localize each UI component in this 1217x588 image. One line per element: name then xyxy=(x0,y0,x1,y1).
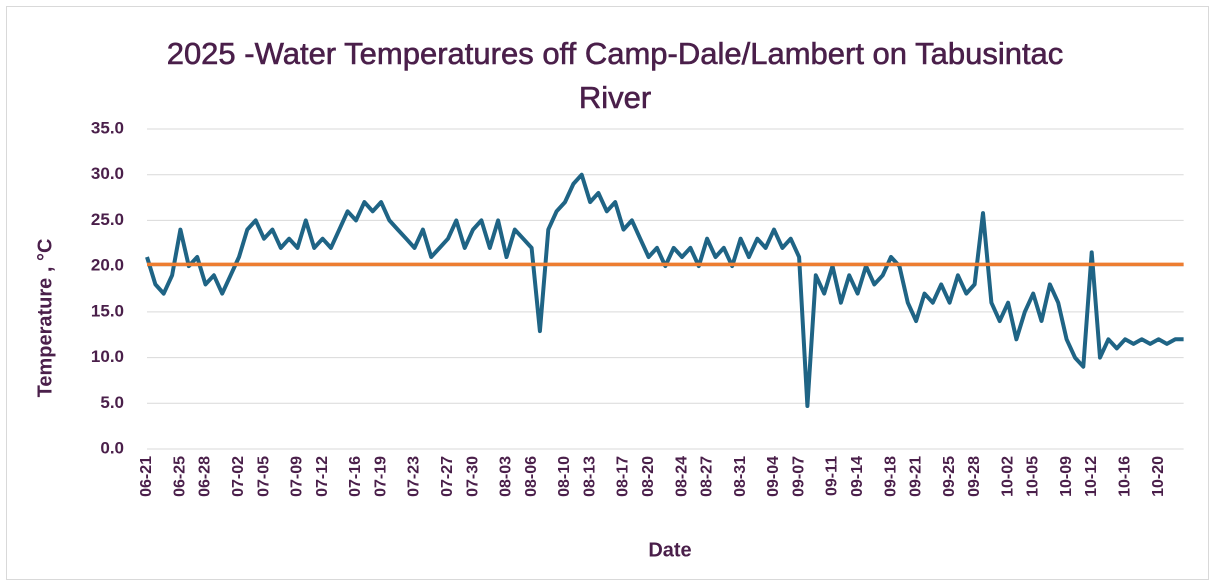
y-tick-label: 25.0 xyxy=(91,210,124,229)
x-tick-label: 09-14 xyxy=(849,456,866,497)
y-tick-label: 20.0 xyxy=(91,256,124,275)
x-tick-label: 06-25 xyxy=(172,456,189,497)
x-tick-label: 09-18 xyxy=(882,456,899,497)
x-tick-label: 07-05 xyxy=(255,456,272,497)
x-tick-label: 08-31 xyxy=(732,456,749,497)
x-tick-label: 07-12 xyxy=(314,456,331,497)
x-axis-label: Date xyxy=(648,539,691,561)
x-tick-label: 10-09 xyxy=(1058,456,1075,497)
x-tick-label: 07-23 xyxy=(406,456,423,497)
x-tick-label: 08-10 xyxy=(556,456,573,497)
y-tick-label: 5.0 xyxy=(100,393,124,412)
data-line xyxy=(145,172,1184,408)
x-tick-label: 09-07 xyxy=(790,456,807,497)
x-tick-label: 07-09 xyxy=(289,456,306,497)
chart-frame xyxy=(6,6,1209,580)
x-tick-label: 07-02 xyxy=(230,456,247,497)
x-tick-label: 08-17 xyxy=(615,456,632,497)
x-tick-label: 09-21 xyxy=(907,456,924,497)
chart-title: 2025 -Water Temperatures off Camp-Dale/L… xyxy=(166,36,1064,116)
x-tick-label: 08-03 xyxy=(498,456,515,497)
x-tick-label: 10-20 xyxy=(1150,456,1167,497)
x-tick-label: 09-04 xyxy=(765,456,782,497)
y-tick-label: 35.0 xyxy=(91,118,124,137)
x-tick-label: 07-19 xyxy=(372,456,389,497)
y-tick-label: 15.0 xyxy=(91,301,124,320)
x-tick-label: 08-13 xyxy=(581,456,598,497)
x-tick-label: 10-02 xyxy=(999,456,1016,497)
x-tick-label: 10-16 xyxy=(1116,456,1133,497)
x-tick-label: 09-28 xyxy=(966,456,983,497)
x-tick-label: 07-16 xyxy=(347,456,364,497)
y-tick-label: 0.0 xyxy=(100,438,124,457)
y-tick-label: 10.0 xyxy=(91,347,124,366)
x-tick-label: 08-06 xyxy=(523,456,540,497)
x-tick-label: 10-05 xyxy=(1024,456,1041,497)
x-tick-label: 08-24 xyxy=(673,456,690,497)
x-tick-label: 07-27 xyxy=(439,456,456,497)
y-axis-label: Temperature , °C xyxy=(34,239,56,398)
x-tick-label: 07-30 xyxy=(464,456,481,497)
x-tick-label: 10-12 xyxy=(1083,456,1100,497)
y-tick-label: 30.0 xyxy=(91,164,124,183)
x-tick-label: 08-27 xyxy=(698,456,715,497)
x-tick-label: 09-11 xyxy=(824,456,841,496)
x-tick-label: 09-25 xyxy=(941,456,958,497)
x-tick-label: 06-21 xyxy=(138,456,155,497)
x-tick-label: 08-20 xyxy=(640,456,657,497)
x-tick-label: 06-28 xyxy=(197,456,214,497)
